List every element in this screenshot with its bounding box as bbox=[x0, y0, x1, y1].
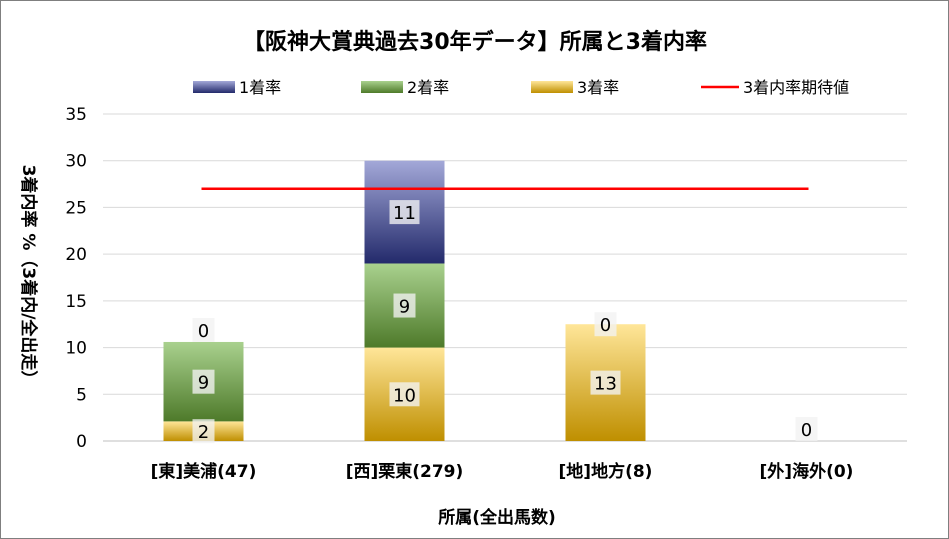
data-label: 13 bbox=[594, 374, 617, 395]
data-label: 11 bbox=[393, 203, 416, 224]
legend-swatch bbox=[361, 81, 403, 93]
x-axis-ticks: [東]美浦(47) [西]栗東(279) [地]地方(8) [外]海外(0) bbox=[151, 461, 854, 482]
x-tick-label: [東]美浦(47) bbox=[151, 461, 257, 482]
x-tick-label: [外]海外(0) bbox=[760, 461, 854, 482]
data-label: 0 bbox=[600, 315, 611, 336]
legend-label: 2着率 bbox=[407, 78, 449, 97]
x-tick-label: [西]栗東(279) bbox=[346, 461, 464, 482]
y-axis-ticks: 0 5 10 15 20 25 30 35 bbox=[65, 105, 87, 452]
y-tick-label: 15 bbox=[65, 292, 87, 312]
data-label-box bbox=[389, 382, 420, 407]
bars bbox=[163, 160, 646, 441]
legend-swatch bbox=[193, 81, 235, 93]
legend-label: 1着率 bbox=[239, 78, 281, 97]
data-label: 0 bbox=[198, 321, 209, 342]
data-label-box bbox=[795, 417, 818, 441]
y-tick-label: 5 bbox=[76, 385, 87, 405]
data-labels: 2 9 0 10 9 11 13 0 0 bbox=[192, 200, 818, 444]
x-axis-label: 所属(全出馬数) bbox=[438, 507, 556, 528]
data-label: 10 bbox=[393, 385, 416, 406]
y-tick-label: 0 bbox=[76, 432, 87, 452]
x-tick-label: [地]地方(8) bbox=[559, 461, 653, 482]
y-tick-label: 20 bbox=[65, 245, 87, 265]
data-label: 0 bbox=[801, 420, 812, 441]
legend-label: 3着率 bbox=[577, 78, 619, 97]
y-tick-label: 35 bbox=[65, 105, 87, 125]
legend-swatch bbox=[531, 81, 573, 93]
data-label-box bbox=[192, 419, 215, 444]
data-label-box bbox=[192, 369, 215, 394]
y-axis-label: 3着内率 %（3着内/全出走） bbox=[18, 165, 39, 388]
data-label-box bbox=[192, 317, 215, 342]
chart-title: 【阪神大賞典過去30年データ】所属と3着内率 bbox=[243, 29, 707, 55]
legend-label: 3着内率期待値 bbox=[743, 78, 849, 97]
data-label: 2 bbox=[198, 422, 209, 443]
legend: 1着率 2着率 3着率 3着内率期待値 bbox=[193, 78, 849, 97]
data-label-box bbox=[393, 293, 416, 318]
data-label-box bbox=[590, 370, 621, 395]
data-label-box bbox=[594, 312, 617, 337]
y-tick-label: 30 bbox=[65, 152, 87, 172]
data-label: 9 bbox=[198, 373, 209, 394]
data-label-box bbox=[389, 200, 420, 225]
y-tick-label: 10 bbox=[65, 339, 87, 359]
data-label: 9 bbox=[399, 297, 410, 318]
y-tick-label: 25 bbox=[65, 198, 87, 218]
